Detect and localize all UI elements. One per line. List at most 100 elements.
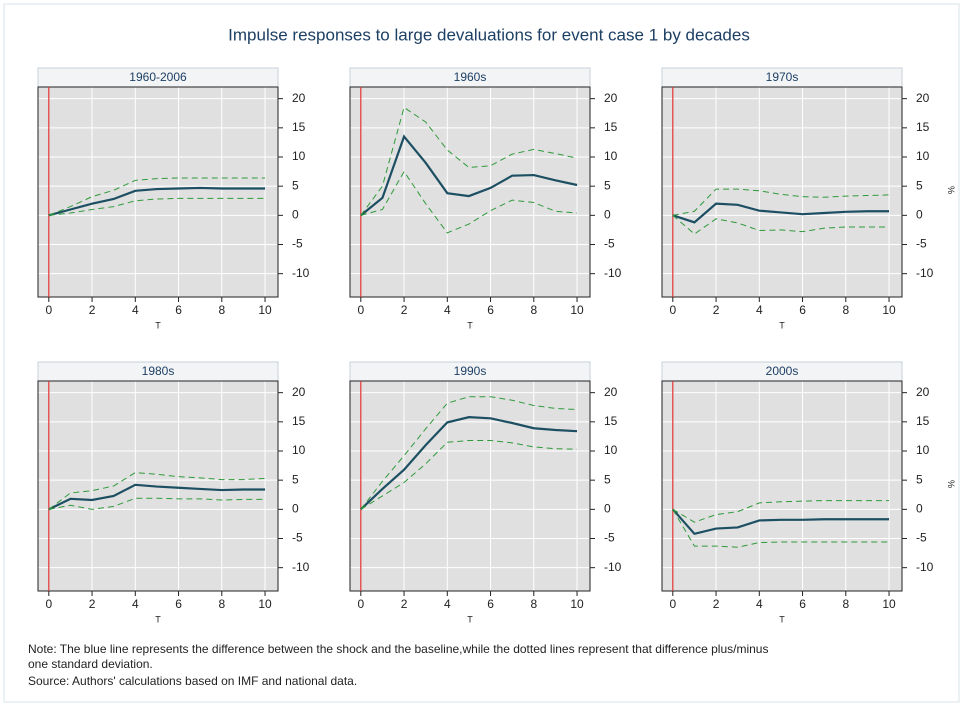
y-tick-label: 10: [292, 443, 306, 457]
x-tick-label: 2: [89, 303, 96, 317]
x-tick-label: 8: [218, 597, 225, 611]
x-tick-label: 6: [487, 597, 494, 611]
x-tick-label: 0: [45, 597, 52, 611]
x-tick-label: 0: [357, 303, 364, 317]
series-line: [48, 472, 266, 510]
x-axis-label: T: [467, 614, 473, 624]
y-tick-label: -5: [604, 237, 615, 251]
plot-border: [349, 86, 591, 298]
x-axis-label: T: [155, 320, 161, 330]
y-tick-label: -5: [916, 237, 927, 251]
x-tick-label: 4: [756, 597, 763, 611]
series-line: [360, 440, 578, 510]
note: Note: The blue line represents the diffe…: [28, 642, 768, 656]
y-tick-label: 0: [916, 208, 923, 222]
series-line: [48, 177, 266, 216]
x-tick-label: 6: [487, 303, 494, 317]
y-tick-label: 10: [916, 443, 930, 457]
chart-title: Impulse responses to large devaluations …: [228, 25, 750, 44]
x-tick-label: 6: [175, 597, 182, 611]
plot-area: [662, 87, 902, 297]
x-tick-label: 10: [570, 303, 584, 317]
series-line: [672, 202, 890, 224]
series-line: [672, 500, 890, 523]
x-tick-label: 2: [713, 303, 720, 317]
series-line: [360, 134, 578, 217]
x-tick-label: 10: [258, 597, 272, 611]
x-tick-label: 2: [713, 597, 720, 611]
y-tick-label: 15: [916, 120, 930, 134]
y-tick-label: 10: [604, 443, 618, 457]
series-line: [671, 508, 890, 536]
y-tick-label: 20: [604, 385, 618, 399]
y-tick-label: 5: [916, 472, 923, 486]
y-tick-label: 0: [604, 208, 611, 222]
plot-border: [661, 380, 903, 592]
y-tick-label: 0: [292, 502, 299, 516]
x-tick-label: 0: [669, 303, 676, 317]
x-tick-label: 0: [45, 303, 52, 317]
series-line: [672, 214, 890, 235]
x-tick-label: 0: [669, 597, 676, 611]
series-line: [360, 106, 578, 216]
y-tick-label: 15: [292, 414, 306, 428]
y-tick-label: 10: [916, 149, 930, 163]
x-tick-label: 10: [882, 303, 896, 317]
plot-area: [350, 381, 590, 591]
series-line: [360, 170, 578, 234]
series-line: [360, 416, 578, 511]
x-tick-label: 6: [799, 303, 806, 317]
x-tick-label: 10: [258, 303, 272, 317]
plot-area: [350, 87, 590, 297]
series-line: [360, 396, 578, 510]
y-tick-label: 5: [292, 472, 299, 486]
y-tick-label: -10: [916, 560, 934, 574]
x-tick-label: 4: [444, 303, 451, 317]
series-line: [672, 509, 890, 548]
y-tick-label: 0: [604, 502, 611, 516]
note: one standard deviation.: [28, 657, 153, 671]
series-line: [672, 188, 890, 216]
y-tick-label: -10: [604, 266, 622, 280]
x-tick-label: 6: [175, 303, 182, 317]
y-tick-label: -10: [916, 266, 934, 280]
panel-title: 1990s: [454, 364, 487, 378]
note: Source: Authors' calculations based on I…: [28, 674, 357, 688]
y-tick-label: 20: [916, 91, 930, 105]
y-tick-label: 10: [292, 149, 306, 163]
y-tick-label: -10: [604, 560, 622, 574]
y-tick-label: 20: [292, 385, 306, 399]
plot-area: [662, 381, 902, 591]
y-tick-label: -5: [292, 531, 303, 545]
plot-border: [349, 380, 591, 592]
x-tick-label: 8: [842, 303, 849, 317]
series-line: [48, 483, 266, 511]
y-tick-label: 15: [604, 414, 618, 428]
y-tick-label: 15: [916, 414, 930, 428]
x-tick-label: 4: [444, 597, 451, 611]
x-tick-label: 6: [799, 597, 806, 611]
plot-border: [37, 380, 279, 592]
y-tick-label: -5: [292, 237, 303, 251]
x-axis-label: T: [467, 320, 473, 330]
y-tick-label: -10: [292, 560, 310, 574]
plot-border: [661, 86, 903, 298]
y-axis-label: %: [946, 480, 956, 488]
y-tick-label: 20: [916, 385, 930, 399]
x-axis-label: T: [779, 614, 785, 624]
series-line: [48, 197, 266, 216]
y-tick-label: 10: [604, 149, 618, 163]
y-tick-label: -10: [292, 266, 310, 280]
y-tick-label: -5: [916, 531, 927, 545]
x-axis-label: T: [779, 320, 785, 330]
panel-title: 2000s: [766, 364, 799, 378]
y-tick-label: -5: [604, 531, 615, 545]
x-tick-label: 2: [401, 303, 408, 317]
y-tick-label: 5: [916, 178, 923, 192]
x-tick-label: 2: [401, 597, 408, 611]
x-tick-label: 8: [530, 303, 537, 317]
y-axis-label: %: [946, 186, 956, 194]
panel-title: 1980s: [142, 364, 175, 378]
panel-title: 1960s: [454, 70, 487, 84]
